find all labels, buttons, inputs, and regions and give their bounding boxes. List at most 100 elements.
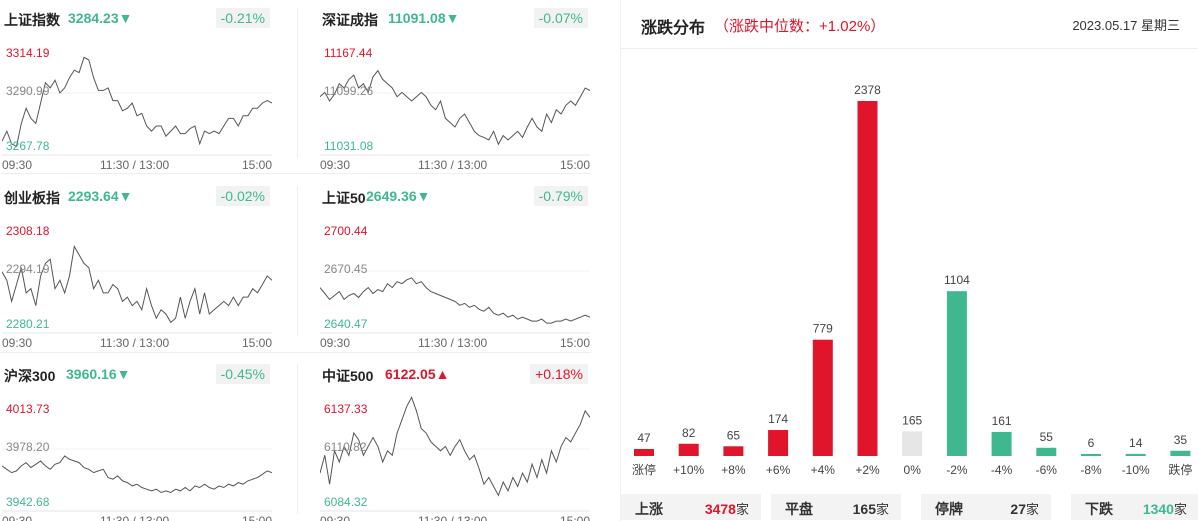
index-change-badge: -0.02% [215, 186, 270, 206]
distribution-bar[interactable] [768, 430, 789, 456]
distribution-bar[interactable] [1081, 454, 1101, 456]
arrow-down-icon: ▼ [116, 366, 131, 382]
distribution-bar[interactable] [902, 431, 923, 456]
index-name: 上证指数 [4, 12, 60, 28]
index-change-badge: -0.21% [215, 8, 270, 28]
index-panel[interactable]: 沪深300 3960.16▼ -0.45% 4013.73 3978.20 3942.68… [1, 364, 273, 521]
bar-value-label: 779 [813, 322, 833, 336]
axis-low-label: 2640.47 [324, 317, 368, 331]
price-line [319, 396, 591, 497]
row-divider [0, 173, 591, 174]
summary-value: 165家 [852, 501, 889, 517]
category-label: +4% [811, 463, 836, 477]
index-panel[interactable]: 上证指数 3284.23▼ -0.21% 3314.19 3290.99 3267.78 0… [1, 8, 273, 176]
summary-label: 下跌 [1085, 501, 1113, 517]
distribution-bar[interactable] [991, 431, 1012, 456]
index-panel[interactable]: 深证成指 11091.08▼ -0.07% 11167.44 11099.26 11031… [319, 8, 591, 176]
category-label: 跌停 [1168, 462, 1192, 477]
distribution-bar[interactable] [857, 101, 878, 456]
summary-value: 1340家 [1142, 501, 1187, 517]
index-header: 沪深300 3960.16▼ -0.45% [2, 364, 272, 386]
summary-label: 停牌 [935, 501, 963, 517]
bar-value-label: 82 [682, 426, 696, 440]
distribution-bar[interactable] [946, 291, 967, 456]
intraday-chart: 2700.44 2670.45 2640.47 [319, 208, 591, 334]
distribution-bar[interactable] [812, 339, 833, 456]
time-axis: 09:30 11:30 / 13:00 15:00 [320, 514, 590, 521]
arrow-down-icon: ▼ [445, 10, 460, 26]
time-label: 11:30 / 13:00 [418, 158, 488, 172]
time-axis: 09:30 11:30 / 13:00 15:00 [320, 158, 590, 174]
index-name: 上证50 [322, 190, 366, 206]
time-label: 11:30 / 13:00 [100, 336, 170, 350]
intraday-line-chart [319, 69, 591, 156]
index-change-badge: +0.18% [530, 364, 588, 384]
axis-high-label: 3314.19 [6, 46, 50, 60]
axis-high-label: 2308.18 [6, 224, 50, 238]
index-price: 2649.36▼ [366, 188, 431, 204]
index-panel[interactable]: 创业板指 2293.64▼ -0.02% 2308.18 2294.19 2280.21 0… [1, 186, 273, 354]
axis-high-label: 2700.44 [324, 224, 368, 238]
summary-suspended: 停牌 27家 [921, 494, 1051, 520]
arrow-up-icon: ▲ [435, 366, 450, 382]
bar-value-label: 65 [727, 428, 741, 442]
time-label: 15:00 [241, 514, 272, 521]
distribution-bar[interactable] [1125, 453, 1146, 456]
summary-flat: 平盘 165家 [771, 494, 901, 520]
distribution-bar-chart: 47 涨停 82 +10% 65 +8% 174 +6% 779 +4% 2378 +2% 165 0% 1… [632, 83, 1192, 477]
rise-fall-distribution-panel: 涨跌分布 （涨跌中位数：+1.02%） 2023.05.17 星期三 47 涨停 8… [620, 0, 1198, 521]
column-divider [297, 8, 298, 158]
distribution-bar[interactable] [634, 448, 654, 456]
index-panel[interactable]: 上证50 2649.36▼ -0.79% 2700.44 2670.45 2640.47 0… [319, 186, 591, 354]
price-line [319, 69, 591, 146]
axis-mid-label: 3290.99 [6, 84, 50, 98]
distribution-bar[interactable] [678, 443, 699, 456]
bar-value-label: 174 [768, 412, 788, 426]
arrow-down-icon: ▼ [416, 188, 431, 204]
header-divider [621, 48, 1198, 49]
index-header: 上证50 2649.36▼ -0.79% [320, 186, 590, 208]
panel-title: 涨跌分布 [641, 20, 706, 37]
time-label: 11:30 / 13:00 [418, 336, 488, 350]
index-header: 创业板指 2293.64▼ -0.02% [2, 186, 272, 208]
category-label: 0% [904, 463, 922, 477]
bar-value-label: 165 [902, 413, 922, 427]
distribution-bar[interactable] [723, 446, 744, 456]
intraday-line-chart [1, 245, 273, 334]
category-label: +2% [855, 463, 880, 477]
time-axis: 09:30 11:30 / 13:00 15:00 [320, 336, 590, 352]
distribution-bar[interactable] [1170, 450, 1191, 456]
bar-value-label: 14 [1129, 436, 1143, 450]
summary-label: 上涨 [635, 501, 663, 517]
summary-value: 3478家 [704, 501, 749, 517]
bar-value-label: 55 [1040, 430, 1054, 444]
summary-rise: 上涨 3478家 [621, 494, 761, 520]
category-label: -8% [1080, 463, 1102, 477]
time-axis: 09:30 11:30 / 13:00 15:00 [2, 514, 272, 521]
axis-mid-label: 2670.45 [324, 262, 368, 276]
summary-label: 平盘 [785, 501, 813, 517]
bar-value-label: 1104 [944, 273, 970, 287]
summary-fall: 下跌 1340家 [1071, 494, 1198, 520]
price-line [1, 56, 273, 148]
category-label: +8% [721, 463, 746, 477]
intraday-line-chart [1, 448, 273, 512]
axis-low-label: 2280.21 [6, 317, 50, 331]
price-line [1, 455, 273, 494]
time-label: 15:00 [559, 514, 590, 521]
column-divider [297, 186, 298, 336]
category-label: -6% [1036, 463, 1058, 477]
index-panel[interactable]: 中证500 6122.05▲ +0.18% 6137.33 6110.82 6084.32… [319, 364, 591, 521]
time-label: 09:30 [320, 514, 351, 521]
time-label: 09:30 [320, 336, 351, 350]
time-axis: 09:30 11:30 / 13:00 15:00 [2, 158, 272, 174]
distribution-bar[interactable] [1036, 447, 1057, 456]
bar-value-label: 6 [1088, 436, 1095, 450]
axis-high-label: 4013.73 [6, 402, 50, 416]
trade-date: 2023.05.17 星期三 [1072, 18, 1180, 33]
index-price: 3960.16▼ [66, 366, 131, 382]
intraday-chart: 11167.44 11099.26 11031.08 [319, 30, 591, 156]
time-label: 11:30 / 13:00 [100, 514, 170, 521]
price-line [319, 277, 591, 324]
